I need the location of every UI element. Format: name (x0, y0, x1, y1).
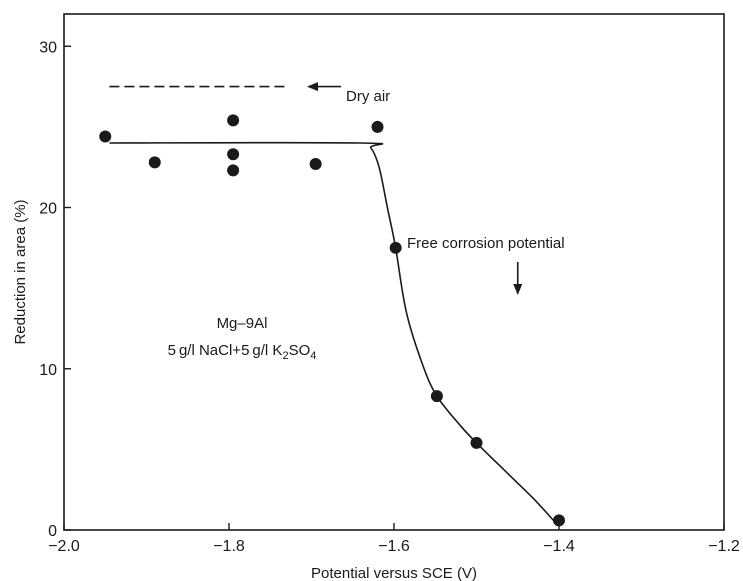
dry-air-arrow (307, 82, 341, 92)
solution-sub-2: 4 (310, 350, 316, 362)
free-corrosion-label: Free corrosion potential (407, 235, 565, 252)
y-tick-label: 0 (48, 523, 57, 540)
plot-frame (63, 13, 725, 531)
x-axis: −2.0 −1.8 −1.6 −1.4 −1.2 (48, 523, 740, 555)
data-point (553, 514, 565, 527)
free-corrosion-arrow (513, 262, 523, 295)
y-tick-label: 20 (39, 201, 57, 218)
x-tick-label: −2.0 (48, 538, 80, 555)
data-point (309, 157, 322, 170)
y-axis-title: Reduction in area (%) (12, 199, 29, 344)
solution-sub-1: 2 (282, 350, 288, 362)
y-tick-label: 30 (39, 39, 57, 56)
data-point (227, 114, 240, 127)
data-point (227, 148, 240, 161)
data-point (389, 241, 402, 254)
x-tick-label: −1.2 (708, 538, 740, 555)
data-point (99, 130, 112, 143)
solution-label: 5 g/l NaCl+5 g/l K2SO4 (168, 342, 317, 362)
x-tick-label: −1.8 (213, 538, 245, 555)
material-label: Mg–9Al (217, 315, 268, 332)
free-corrosion-arrow-head (513, 284, 523, 295)
x-tick-label: −1.6 (378, 538, 410, 555)
data-point (470, 436, 483, 449)
data-point (148, 156, 161, 169)
dry-air-arrow-head (307, 82, 318, 92)
solution-mid: SO (289, 342, 311, 359)
x-tick-label: −1.4 (543, 538, 575, 555)
data-point (227, 164, 240, 177)
x-axis-title: Potential versus SCE (V) (311, 565, 477, 581)
data-point (371, 120, 384, 133)
solution-prefix: 5 g/l NaCl+5 g/l K (168, 342, 283, 359)
y-axis: 0 10 20 30 (39, 39, 71, 540)
fit-curve (109, 141, 556, 523)
dry-air-label: Dry air (346, 88, 390, 105)
data-point (430, 390, 443, 403)
data-points (99, 114, 565, 527)
y-tick-label: 10 (39, 362, 57, 379)
